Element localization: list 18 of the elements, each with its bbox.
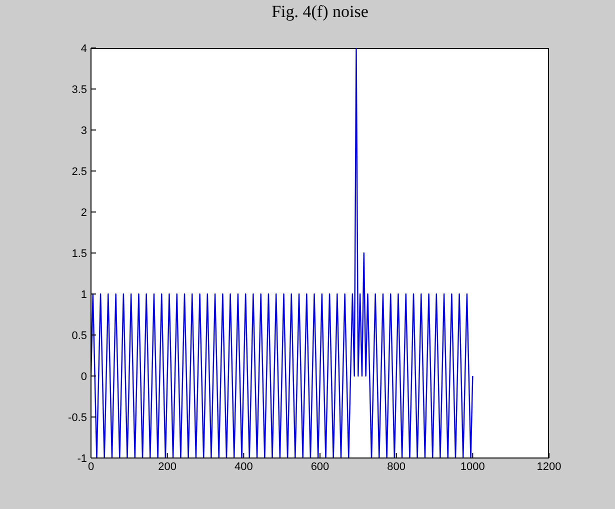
chart-title: Fig. 4(f) noise bbox=[270, 2, 370, 22]
y-tick-label: 1.5 bbox=[72, 248, 87, 260]
x-tick-label: 600 bbox=[310, 460, 330, 473]
y-tick-label: 2 bbox=[80, 206, 87, 219]
x-tick-label: 1200 bbox=[536, 460, 562, 473]
y-tick-label: 0 bbox=[80, 370, 87, 383]
y-tick-label: 0.5 bbox=[72, 330, 87, 342]
x-tick-label: 200 bbox=[158, 460, 177, 473]
y-tick-label: -0.5 bbox=[68, 412, 87, 424]
y-tick-label: 1 bbox=[80, 288, 87, 301]
y-tick-label: -1 bbox=[77, 452, 87, 465]
y-tick-label: 3 bbox=[80, 124, 87, 137]
y-tick-label: 2.5 bbox=[72, 166, 87, 178]
x-tick-label: 400 bbox=[234, 460, 253, 473]
x-tick-label: 800 bbox=[387, 460, 406, 473]
y-tick-label: 3.5 bbox=[72, 84, 87, 96]
y-tick-label: 4 bbox=[80, 42, 87, 55]
x-tick-label: 1000 bbox=[460, 460, 485, 473]
